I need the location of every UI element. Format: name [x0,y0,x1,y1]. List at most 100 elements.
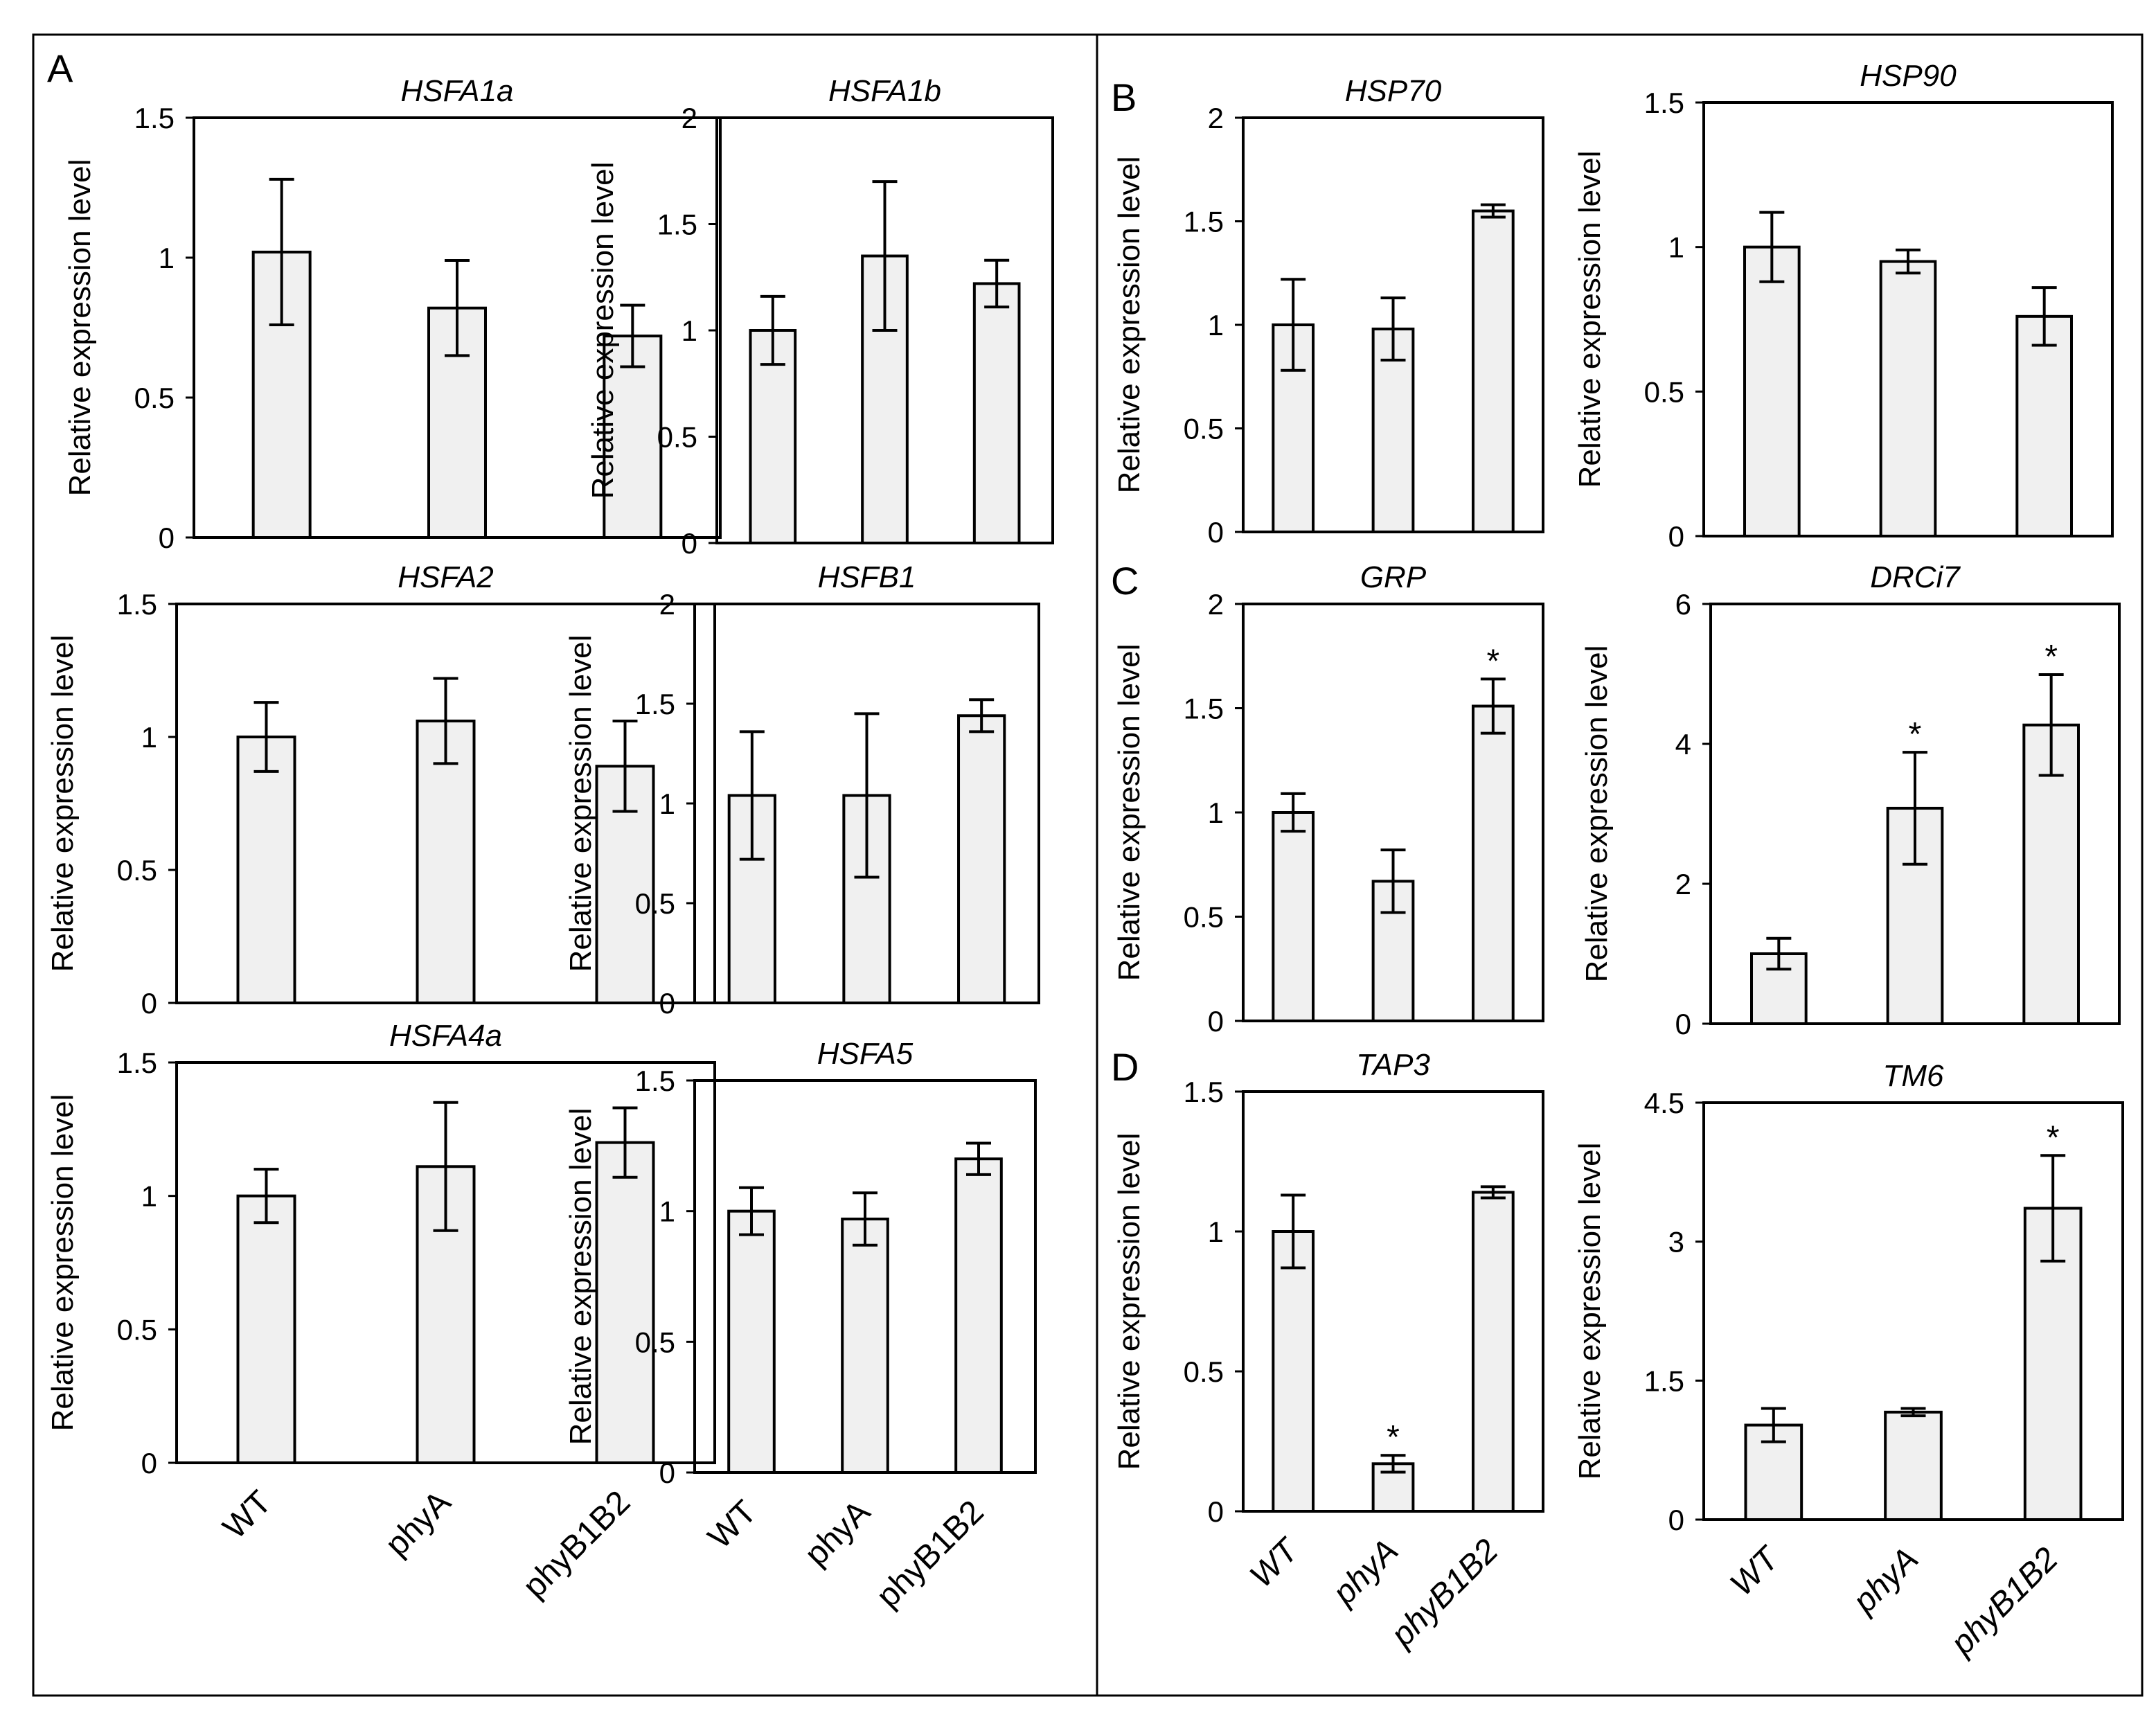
bar-phyB1B2 [957,714,1006,1005]
y-tick-label: 0 [1668,520,1684,553]
y-tick-label: 1.5 [117,1047,157,1079]
y-tick-label: 1 [1208,1216,1224,1248]
y-tick-label: 1.5 [657,208,697,241]
bar-WT [727,1209,776,1474]
bar-WT [1272,811,1315,1022]
y-tick-label: 1.5 [1184,206,1224,238]
panel-label-c: C [1111,559,1139,603]
panel-label-d: D [1111,1045,1139,1089]
chart-title: DRCi7 [1870,560,1961,594]
y-axis-label: Relative expression level [46,1094,80,1432]
y-tick-label: 1 [159,242,175,274]
bar-phyA [1371,327,1415,533]
y-tick-label: 0 [681,527,697,560]
bar-phyB1B2 [1471,1191,1515,1513]
chart-hsp90: HSP90 0 0.5 1 1.5 Relative expression level [1573,59,2114,553]
y-tick-label: 0 [1208,516,1224,549]
chart-hsp70: HSP70 0 0.5 1 1.5 2 Relative expression level [1112,74,1544,549]
y-tick-label: 1.5 [134,102,175,134]
bar-phyB1B2 [2015,314,2073,537]
bar-phyB1B2 [595,765,655,1004]
y-axis-label: Relative expression level [1112,644,1146,981]
y-tick-label: 1.5 [635,1065,675,1097]
y-tick-label: 6 [1675,588,1691,621]
y-tick-label: 0 [659,987,675,1020]
y-tick-label: 1 [141,1180,157,1213]
y-tick-label: 1.5 [1184,693,1224,725]
bar-phyA [427,306,487,539]
y-axis-label: Relative expression level [1580,646,1614,983]
y-axis-label: Relative expression level [1112,157,1146,494]
y-tick-label: 0 [141,1447,157,1479]
chart-hsfa2: HSFA2 0 0.5 1 1.5 Relative expression level [46,560,716,1020]
chart-title: HSFA1b [828,74,941,108]
bar-phyB1B2 [595,1141,655,1464]
y-tick-label: 1 [141,721,157,754]
significance-marker: * [2044,639,2058,675]
y-tick-label: 3 [1668,1226,1684,1258]
y-tick-label: 1.5 [117,588,157,621]
bar-phyB1B2 [1471,209,1515,533]
y-tick-label: 1 [681,314,697,347]
panel-label-a: A [47,46,73,90]
bar-WT [1272,1230,1315,1513]
y-tick-label: 0.5 [117,1313,157,1346]
bar-phyB1B2 [1471,704,1515,1022]
y-tick-label: 4.5 [1644,1087,1684,1119]
panel-label-b: B [1111,75,1137,119]
y-tick-label: 0.5 [1184,413,1224,445]
bar-phyA [1879,260,1937,537]
chart-title: TAP3 [1356,1048,1430,1082]
y-tick-label: 2 [681,102,697,134]
y-tick-label: 0.5 [134,382,175,414]
y-tick-label: 1 [659,1195,675,1228]
y-tick-label: 0 [141,987,157,1020]
y-tick-label: 0 [659,1457,675,1489]
bar-phyB1B2 [972,282,1021,544]
bar-phyA [841,1217,889,1475]
chart-title: HSFA2 [398,560,494,594]
bar-phyA [1884,1410,1943,1521]
chart-title: TM6 [1883,1059,1945,1093]
y-tick-label: 0 [159,522,175,554]
y-tick-label: 1.5 [1644,87,1684,119]
significance-marker: * [1486,643,1499,679]
y-axis-label: Relative expression level [1112,1133,1146,1470]
y-tick-label: 4 [1675,728,1691,760]
y-axis-label: Relative expression level [63,159,97,497]
chart-hsfa1b: HSFA1b 0 0.5 1 1.5 2 Relative expression level [586,74,1054,560]
y-axis-label: Relative expression level [564,635,598,972]
y-tick-label: 2 [659,588,675,621]
y-tick-label: 1.5 [1184,1076,1224,1108]
bar-WT [236,1194,296,1464]
chart-grp: GRP 0 0.5 1 1.5 2 Relative expression level * [1112,560,1544,1038]
y-tick-label: 1 [1208,797,1224,829]
y-tick-label: 0.5 [635,1326,675,1358]
chart-drci7: DRCi7 0 2 4 6 Relative expression level * * [1580,560,2121,1040]
y-axis-label: Relative expression level [1573,151,1607,488]
chart-title: HSFB1 [818,560,916,594]
y-tick-label: 1 [659,788,675,820]
y-tick-label: 0.5 [117,854,157,887]
y-tick-label: 0 [1208,1495,1224,1528]
chart-title: HSP90 [1860,59,1957,93]
y-tick-label: 0.5 [635,887,675,920]
significance-marker: * [1909,716,1922,753]
chart-hsfa1a: HSFA1a 0 0.5 1 1.5 Relative expression level [63,74,722,554]
y-axis-label: Relative expression level [46,635,80,972]
right-panel-frame [1096,33,2144,1697]
y-tick-label: 2 [1208,102,1224,134]
y-tick-label: 0.5 [1184,1355,1224,1388]
y-tick-label: 0 [1668,1504,1684,1536]
chart-title: HSFA4a [389,1019,502,1053]
y-tick-label: 0.5 [657,421,697,454]
y-tick-label: 1.5 [1644,1364,1684,1397]
y-axis-label: Relative expression level [564,1108,598,1445]
y-tick-label: 2 [1208,588,1224,621]
significance-marker: * [2047,1119,2060,1156]
bar-WT [727,794,776,1004]
